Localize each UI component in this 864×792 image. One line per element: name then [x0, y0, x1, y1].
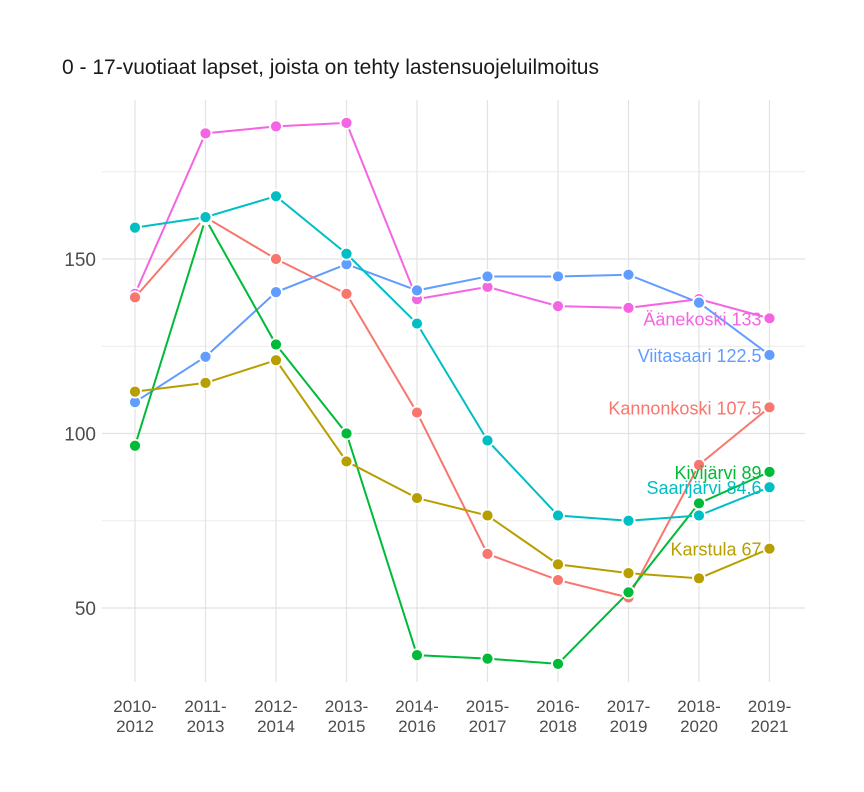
- data-point-kivij-rvi: [692, 496, 706, 511]
- x-tick-label: 2011-2013: [184, 697, 226, 736]
- x-tick-label: 2019-2021: [748, 697, 791, 736]
- data-point-kannonkoski: [551, 573, 565, 587]
- data-point--nekoski: [762, 311, 777, 326]
- data-point-kannonkoski: [762, 400, 777, 415]
- chart-title: 0 - 17-vuotiaat lapset, joista on tehty …: [62, 56, 599, 79]
- end-label-layer: Äänekoski 133 Viitasaari 122.5 Kannonkoski…: [608, 309, 761, 559]
- data-point-viitasaari: [410, 283, 424, 298]
- end-label-viitasaari: Viitasaari 122.5: [638, 346, 762, 366]
- data-point-karstula: [621, 566, 636, 580]
- data-point-viitasaari: [551, 269, 565, 284]
- data-point-saarij-rvi: [339, 246, 354, 261]
- data-point--nekoski: [621, 300, 636, 315]
- data-point-kivij-rvi: [480, 651, 495, 666]
- end-label-kivij-rvi: Kivijärvi 89: [674, 463, 761, 483]
- x-tick-label: 2015-2017: [466, 697, 509, 736]
- end-label--nekoski: Äänekoski 133: [643, 309, 761, 329]
- data-point-viitasaari: [762, 348, 777, 362]
- end-label-kannonkoski: Kannonkoski 107.5: [608, 398, 761, 418]
- data-point-saarij-rvi: [128, 220, 142, 235]
- x-tick-label: 2013-2015: [325, 697, 368, 736]
- data-point-viitasaari: [198, 349, 213, 364]
- data-point-karstula: [762, 541, 777, 556]
- data-point-karstula: [269, 353, 283, 368]
- data-point-kannonkoski: [128, 290, 142, 305]
- y-tick-label: 100: [64, 425, 96, 446]
- data-point-kannonkoski: [269, 252, 283, 266]
- data-point-karstula: [410, 491, 424, 505]
- data-point-kivij-rvi: [551, 656, 565, 671]
- end-label-saarij-rvi: Saarijärvi 84.6: [646, 478, 761, 498]
- grid-layer: [102, 100, 805, 682]
- data-point-kannonkoski: [339, 286, 354, 301]
- x-tick-label: 2016-2018: [536, 697, 579, 736]
- data-point-karstula: [128, 384, 142, 399]
- end-label-karstula: Karstula 67: [670, 540, 761, 560]
- data-point-kannonkoski: [410, 405, 424, 420]
- data-point-saarij-rvi: [692, 508, 706, 523]
- data-point-saarij-rvi: [269, 189, 283, 204]
- data-point-kivij-rvi: [339, 426, 354, 441]
- data-point-kivij-rvi: [269, 337, 283, 352]
- data-point-kivij-rvi: [621, 585, 636, 600]
- data-point-saarij-rvi: [480, 433, 495, 448]
- data-point--nekoski: [551, 299, 565, 314]
- series-line-kivij-rvi: [134, 216, 770, 665]
- data-point-viitasaari: [269, 285, 283, 300]
- y-tick-label: 150: [64, 250, 96, 271]
- series-line-karstula: [134, 359, 770, 580]
- data-point-kivij-rvi: [128, 438, 142, 453]
- x-tick-label: 2014-2016: [395, 697, 438, 736]
- data-point-kivij-rvi: [410, 648, 424, 663]
- x-tick-label: 2010-2012: [113, 697, 156, 736]
- series-line-saarij-rvi: [134, 195, 770, 522]
- data-point-kannonkoski: [480, 547, 495, 561]
- data-point-kivij-rvi: [762, 464, 777, 479]
- x-tick-label: 2012-2014: [254, 697, 297, 736]
- data-point-saarij-rvi: [198, 210, 213, 225]
- series-line--nekoski: [134, 121, 770, 320]
- x-tick-label: 2018-2020: [677, 697, 720, 736]
- axis-layer: 50 100 150 2010-2012 2011-2013 2012-2014 2013-…: [64, 250, 791, 736]
- data-point--nekoski: [269, 119, 283, 134]
- x-tick-label: 2017-2019: [607, 697, 650, 736]
- series-line-viitasaari: [134, 263, 771, 403]
- data-point-kannonkoski: [692, 458, 706, 472]
- series-line-kannonkoski: [134, 215, 771, 599]
- y-tick-label: 50: [75, 599, 96, 620]
- data-point-saarij-rvi: [621, 513, 636, 528]
- data-point-saarij-rvi: [410, 316, 424, 331]
- data-point-karstula: [339, 454, 354, 469]
- data-point-karstula: [480, 508, 495, 523]
- data-point--nekoski: [198, 126, 213, 141]
- data-point--nekoski: [339, 115, 354, 130]
- data-point-karstula: [692, 571, 706, 586]
- data-point-viitasaari: [692, 295, 706, 310]
- data-point-karstula: [198, 375, 213, 390]
- data-point-viitasaari: [480, 269, 495, 284]
- data-point-saarij-rvi: [551, 508, 565, 523]
- series-layer: [128, 115, 777, 671]
- data-point-karstula: [551, 557, 565, 572]
- data-point-viitasaari: [621, 267, 636, 282]
- data-point-saarij-rvi: [762, 480, 777, 495]
